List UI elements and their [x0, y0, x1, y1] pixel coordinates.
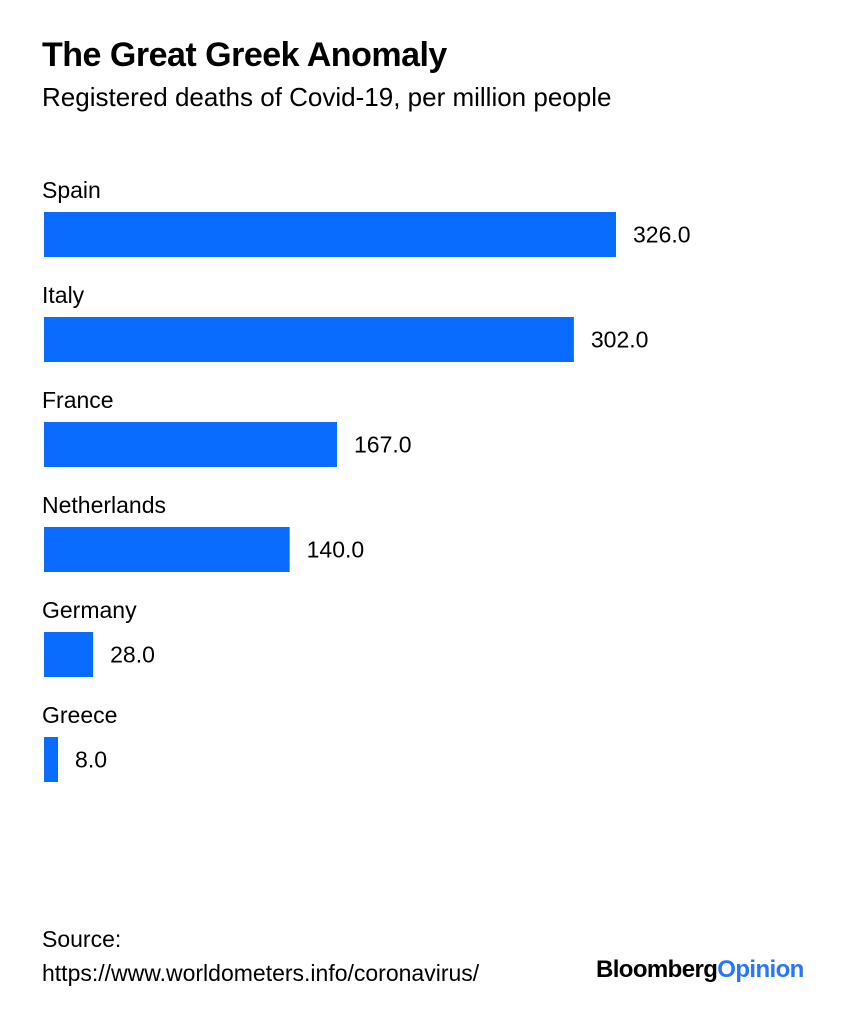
- category-label: France: [42, 387, 114, 413]
- value-label: 302.0: [591, 327, 649, 353]
- value-label: 28.0: [110, 642, 155, 668]
- source-url: https://www.worldometers.info/coronaviru…: [42, 960, 480, 986]
- bar-greece: [44, 737, 59, 782]
- bar-spain: [44, 212, 616, 257]
- bar-germany: [44, 632, 94, 677]
- bar-italy: [44, 317, 574, 362]
- bar-netherlands: [44, 527, 290, 572]
- category-label: Spain: [42, 177, 101, 203]
- category-label: Greece: [42, 702, 117, 728]
- bar-france: [44, 422, 338, 467]
- value-label: 8.0: [75, 747, 107, 773]
- value-label: 326.0: [633, 222, 691, 248]
- source-note: Source: https://www.worldometers.info/co…: [42, 922, 479, 990]
- bar-chart: Spain 326.0 Italy 302.0 France 167.0 Netherlan…: [42, 177, 691, 782]
- chart-title: The Great Greek Anomaly: [42, 36, 447, 74]
- source-label: Source:: [42, 926, 122, 952]
- chart-subtitle: Registered deaths of Covid-19, per milli…: [42, 82, 612, 112]
- category-label: Netherlands: [42, 492, 166, 518]
- brand-opinion: Opinion: [717, 956, 804, 983]
- category-label: Germany: [42, 597, 137, 623]
- value-label: 140.0: [307, 537, 365, 563]
- bloomberg-opinion-logo: BloombergOpinion: [596, 956, 804, 984]
- brand-bloomberg: Bloomberg: [596, 956, 718, 983]
- category-label: Italy: [42, 282, 85, 308]
- value-label: 167.0: [354, 432, 412, 458]
